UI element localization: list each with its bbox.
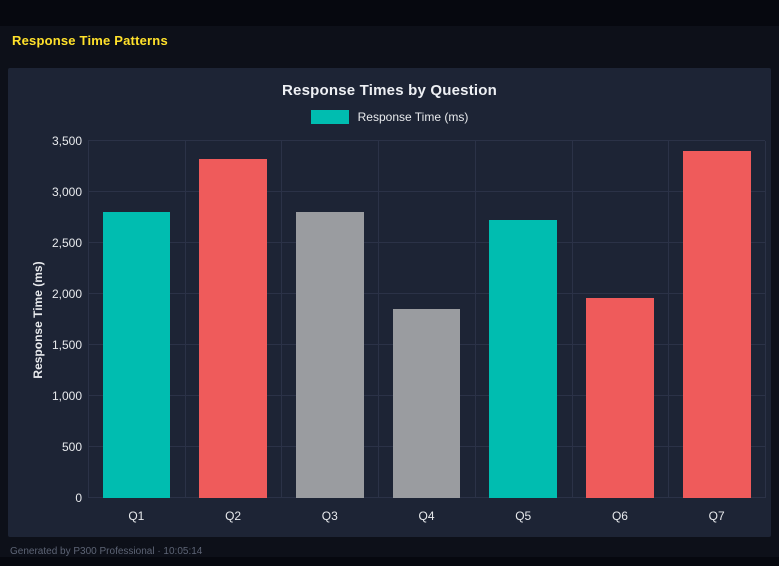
y-tick-label: 1,000 xyxy=(51,389,82,403)
x-tick-label-Q6: Q6 xyxy=(611,509,628,523)
v-gridline xyxy=(765,141,766,498)
x-tick-label-Q5: Q5 xyxy=(515,509,532,523)
bar-Q6[interactable] xyxy=(586,298,654,498)
chart-title: Response Times by Question xyxy=(282,82,497,99)
bar-slot xyxy=(185,141,282,498)
bar-Q5[interactable] xyxy=(489,219,558,498)
x-tick-label-Q1: Q1 xyxy=(128,509,145,523)
v-gridline xyxy=(474,141,476,498)
chart-legend[interactable]: Response Time (ms) xyxy=(8,110,771,124)
bar-slot xyxy=(668,141,765,498)
x-tick-label-Q3: Q3 xyxy=(321,509,338,523)
bar-Q1[interactable] xyxy=(102,212,171,498)
top-window-strip xyxy=(0,0,779,26)
h-gridline xyxy=(88,242,765,243)
v-gridline xyxy=(378,141,380,498)
bar-slot xyxy=(378,141,475,498)
footer-text: Generated by P300 Professional · 10:05:1… xyxy=(10,546,203,557)
v-gridline xyxy=(281,141,283,498)
v-gridline xyxy=(668,141,670,498)
bar-series xyxy=(88,141,765,498)
bar-Q2[interactable] xyxy=(199,159,267,498)
v-gridline xyxy=(88,141,89,498)
legend-swatch xyxy=(310,110,349,124)
v-gridline xyxy=(571,141,573,498)
y-tick-label: 2,500 xyxy=(51,236,82,250)
h-gridline xyxy=(88,293,765,294)
bottom-window-strip xyxy=(0,557,779,566)
y-axis-ticks: 0 500 1,000 1,500 2,000 2,500 3,000 3,500 xyxy=(34,134,82,505)
bar-Q4[interactable] xyxy=(392,309,461,498)
x-tick-label-Q7: Q7 xyxy=(708,509,725,523)
bar-slot xyxy=(88,141,185,498)
v-gridline xyxy=(184,141,186,498)
bar-slot xyxy=(475,141,572,498)
x-tick-label-Q2: Q2 xyxy=(225,509,242,523)
y-tick-label: 2,000 xyxy=(51,287,82,301)
bar-Q3[interactable] xyxy=(295,212,364,498)
h-gridline xyxy=(88,140,765,141)
x-axis-ticks: Q1 Q2 Q3 Q4 Q5 Q6 Q7 xyxy=(88,498,765,528)
y-tick-label: 1,500 xyxy=(51,338,82,352)
y-tick-label: 0 xyxy=(75,491,82,505)
h-gridline xyxy=(88,191,765,192)
page-title: Response Time Patterns xyxy=(12,33,168,48)
y-tick-label: 3,000 xyxy=(51,185,82,199)
y-tick-label: 500 xyxy=(61,440,82,454)
bar-slot xyxy=(572,141,669,498)
legend-label: Response Time (ms) xyxy=(357,110,469,124)
bar-slot xyxy=(281,141,378,498)
plot-area xyxy=(88,140,766,498)
chart-panel: Response Times by Question Response Time… xyxy=(8,68,771,537)
x-tick-label-Q4: Q4 xyxy=(418,509,435,523)
bar-Q7[interactable] xyxy=(682,151,751,498)
y-tick-label: 3,500 xyxy=(51,134,82,148)
